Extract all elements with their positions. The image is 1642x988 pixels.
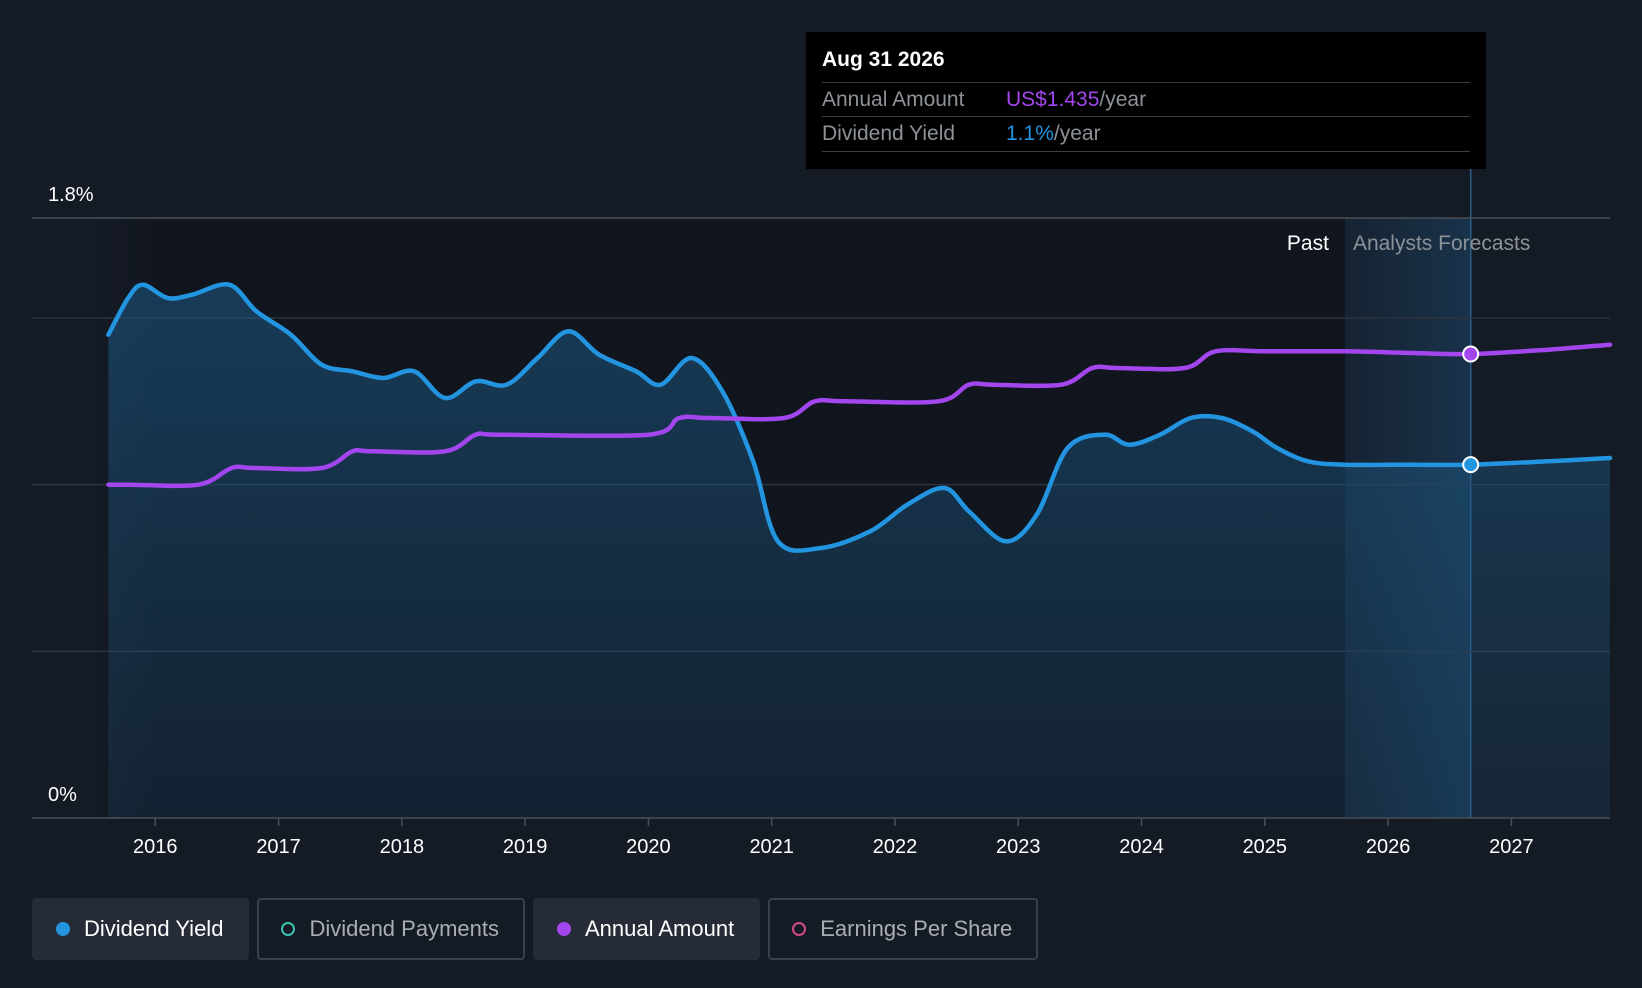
x-tick-label: 2019: [503, 836, 548, 858]
legend-label: Dividend Payments: [309, 916, 499, 941]
dividend-yield-line: [106, 281, 1613, 553]
x-tick-label: 2021: [749, 836, 794, 858]
tooltip-label: Dividend Yield: [822, 122, 956, 145]
legend-label: Earnings Per Share: [820, 916, 1013, 941]
tooltip-value: US$1.435: [1006, 88, 1100, 111]
chart-legend: Dividend Yield Dividend Payments Annual …: [32, 898, 1039, 960]
x-tick-label: 2025: [1243, 836, 1288, 858]
tooltip-unit: /year: [1099, 88, 1147, 111]
y-tick-label-min: 0%: [48, 784, 77, 806]
x-tick-label: 2023: [996, 836, 1041, 858]
tooltip-value: 1.1%: [1006, 122, 1054, 145]
tooltip-unit: /year: [1053, 122, 1101, 145]
x-tick-label: 2024: [1119, 836, 1164, 858]
x-tick-label: 2027: [1489, 836, 1534, 858]
legend-label: Dividend Yield: [84, 916, 224, 941]
tooltip-date: Aug 31 2026: [822, 48, 945, 71]
legend-dot-icon: [792, 922, 807, 936]
dividend-yield-area: [108, 284, 1610, 818]
y-tick-label-max: 1.8%: [48, 184, 94, 206]
legend-label: Annual Amount: [584, 916, 735, 941]
x-tick-label: 2020: [626, 836, 671, 858]
x-tick-label: 2022: [873, 836, 918, 858]
tooltip-row-dividend-yield: Dividend Yield 1.1%/year: [822, 116, 1470, 152]
x-tick-label: 2026: [1366, 836, 1411, 858]
tooltip-value-wrap: US$1.435/year: [1006, 88, 1146, 112]
legend-dot-icon: [56, 922, 70, 936]
legend-dot-icon: [556, 922, 571, 936]
legend-dot-icon: [281, 922, 296, 936]
legend-annual-amount[interactable]: Annual Amount: [532, 898, 761, 960]
tooltip-value-wrap: 1.1%/year: [1006, 122, 1101, 146]
annual-amount-line: [106, 342, 1613, 489]
legend-dividend-payments[interactable]: Dividend Payments: [257, 898, 525, 960]
tooltip-row-annual-amount: Annual Amount US$1.435/year: [822, 82, 1470, 117]
past-region-label: Past: [1287, 232, 1329, 255]
legend-dividend-yield[interactable]: Dividend Yield: [32, 898, 250, 960]
annual-amount-marker: [1462, 345, 1480, 363]
dividend-yield-marker: [1462, 456, 1480, 474]
legend-earnings-per-share[interactable]: Earnings Per Share: [768, 898, 1039, 960]
x-tick-label: 2017: [256, 836, 301, 858]
tooltip-label: Annual Amount: [822, 88, 965, 111]
x-tick-label: 2016: [133, 836, 178, 858]
x-tick-label: 2018: [380, 836, 425, 858]
forecast-region-label: Analysts Forecasts: [1353, 232, 1530, 255]
chart-tooltip: Aug 31 2026 Annual Amount US$1.435/year …: [806, 32, 1486, 169]
